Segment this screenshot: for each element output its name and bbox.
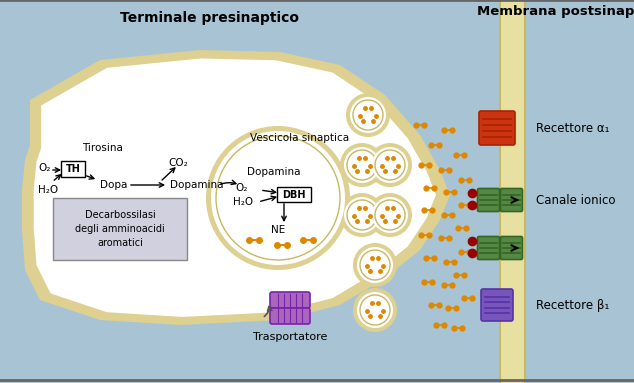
Circle shape: [340, 143, 384, 187]
Circle shape: [344, 147, 380, 183]
Text: H₂O: H₂O: [38, 185, 58, 195]
Circle shape: [206, 126, 350, 270]
FancyBboxPatch shape: [61, 161, 85, 177]
FancyBboxPatch shape: [479, 111, 515, 145]
FancyBboxPatch shape: [477, 188, 500, 211]
Text: Dopamina: Dopamina: [170, 180, 224, 190]
Text: Canale ionico: Canale ionico: [536, 193, 616, 206]
Circle shape: [368, 143, 412, 187]
Circle shape: [357, 292, 393, 328]
Circle shape: [353, 288, 397, 332]
Text: Dopamina: Dopamina: [247, 167, 301, 177]
Text: Membrana postsinaptica: Membrana postsinaptica: [477, 5, 634, 18]
Text: TH: TH: [65, 164, 81, 174]
Circle shape: [340, 193, 384, 237]
Text: H₂O: H₂O: [233, 197, 253, 207]
Circle shape: [344, 197, 380, 233]
Text: O₂: O₂: [235, 183, 247, 193]
Circle shape: [353, 243, 397, 287]
FancyBboxPatch shape: [270, 308, 310, 324]
Circle shape: [368, 193, 412, 237]
Circle shape: [372, 197, 408, 233]
Polygon shape: [22, 50, 450, 325]
FancyBboxPatch shape: [481, 289, 513, 321]
FancyBboxPatch shape: [500, 188, 522, 211]
FancyBboxPatch shape: [53, 198, 187, 260]
Circle shape: [211, 131, 345, 265]
FancyBboxPatch shape: [270, 292, 310, 308]
Text: Recettore β₁: Recettore β₁: [536, 298, 609, 311]
Text: NE: NE: [271, 225, 285, 235]
Text: Recettore α₁: Recettore α₁: [536, 121, 609, 134]
FancyBboxPatch shape: [277, 187, 311, 202]
Text: Tirosina: Tirosina: [82, 143, 123, 153]
Polygon shape: [34, 59, 436, 317]
Text: Terminale presinaptico: Terminale presinaptico: [120, 11, 299, 25]
Text: Vescicola sinaptica: Vescicola sinaptica: [250, 133, 349, 143]
Circle shape: [346, 93, 390, 137]
Polygon shape: [500, 0, 525, 383]
Circle shape: [350, 97, 386, 133]
FancyBboxPatch shape: [477, 236, 500, 260]
Text: Decarbossilasi
degli amminoacidi
aromatici: Decarbossilasi degli amminoacidi aromati…: [75, 210, 165, 248]
Text: Dopa: Dopa: [100, 180, 127, 190]
Text: DBH: DBH: [282, 190, 306, 200]
Circle shape: [357, 247, 393, 283]
Text: CO₂: CO₂: [168, 158, 188, 168]
Circle shape: [372, 147, 408, 183]
Text: O₂: O₂: [38, 163, 50, 173]
Text: Trasportatore: Trasportatore: [253, 332, 327, 342]
FancyBboxPatch shape: [500, 236, 522, 260]
